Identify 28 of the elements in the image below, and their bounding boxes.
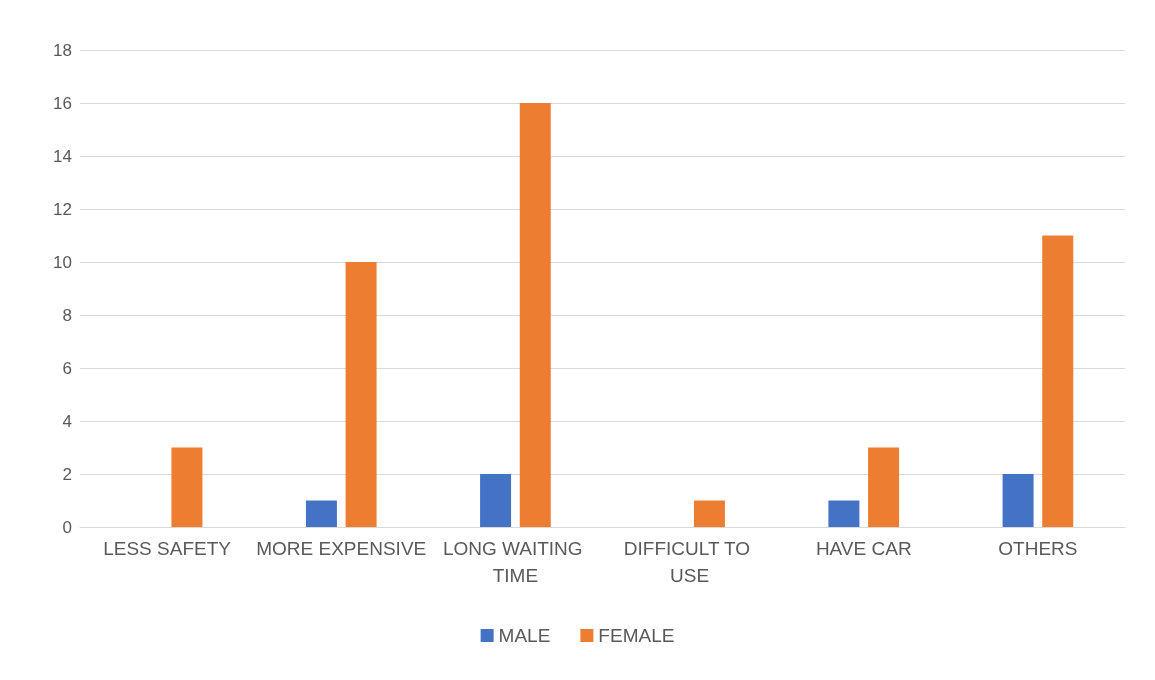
bar — [868, 447, 900, 527]
bar — [828, 500, 860, 527]
y-tick-label: 18 — [53, 40, 72, 60]
bar — [693, 500, 725, 527]
x-tick-label: LESS SAFETY — [103, 538, 232, 559]
y-tick-label: 12 — [53, 199, 72, 219]
y-tick-label: 10 — [53, 252, 72, 272]
bar — [171, 447, 203, 527]
y-tick-label: 0 — [62, 517, 72, 537]
x-tick-label: DIFFICULT TO USE — [623, 538, 756, 586]
y-tick-label: 2 — [62, 464, 72, 484]
x-tick-label: LONG WAITING TIME — [442, 538, 588, 586]
y-tick-label: 14 — [53, 146, 72, 166]
x-tick-label: MORE EXPENSIVE — [256, 538, 427, 559]
bar — [480, 474, 512, 527]
legend-label: FEMALE — [598, 625, 675, 646]
y-tick-label: 8 — [62, 305, 72, 325]
bar — [345, 262, 377, 527]
bar — [1002, 474, 1034, 527]
x-tick-label: OTHERS — [998, 538, 1078, 559]
y-tick-label: 16 — [53, 93, 72, 113]
y-tick-label: 4 — [62, 411, 72, 431]
bar — [1042, 235, 1074, 527]
legend-label: MALE — [498, 625, 551, 646]
x-tick-label: HAVE CAR — [815, 538, 912, 559]
y-tick-label: 6 — [62, 358, 72, 378]
bar — [305, 500, 337, 527]
bar — [519, 103, 551, 527]
